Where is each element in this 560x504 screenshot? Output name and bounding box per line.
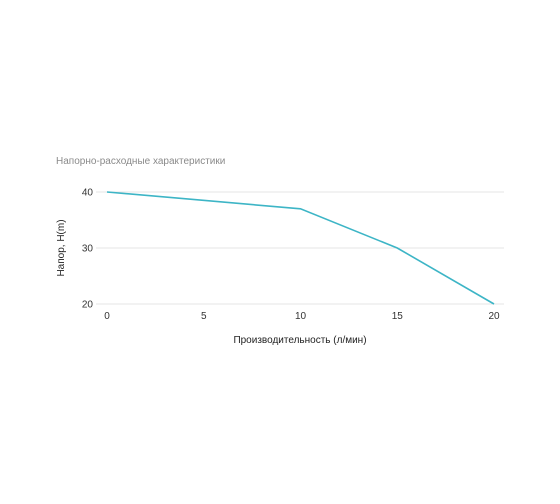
y-tick-label: 40 xyxy=(82,188,94,199)
x-tick-label: 20 xyxy=(488,311,500,322)
series-lines xyxy=(106,191,495,305)
x-tick-label: 5 xyxy=(201,311,207,322)
x-tick-labels: 0 5 10 15 20 xyxy=(104,311,500,322)
y-tick-label: 20 xyxy=(82,300,94,311)
x-tick-label: 15 xyxy=(392,311,404,322)
series-line xyxy=(106,191,495,305)
x-tick-label: 0 xyxy=(104,311,110,322)
chart-title: Напорно-расходные характеристики xyxy=(56,156,226,167)
y-axis-label: Напор, H(m) xyxy=(56,219,67,276)
x-tick-label: 10 xyxy=(295,311,307,322)
x-axis-label: Производительность (л/мин) xyxy=(233,335,366,346)
grid-lines xyxy=(96,191,504,305)
y-tick-label: 30 xyxy=(82,244,94,255)
y-tick-labels: 20 30 40 xyxy=(82,188,94,311)
